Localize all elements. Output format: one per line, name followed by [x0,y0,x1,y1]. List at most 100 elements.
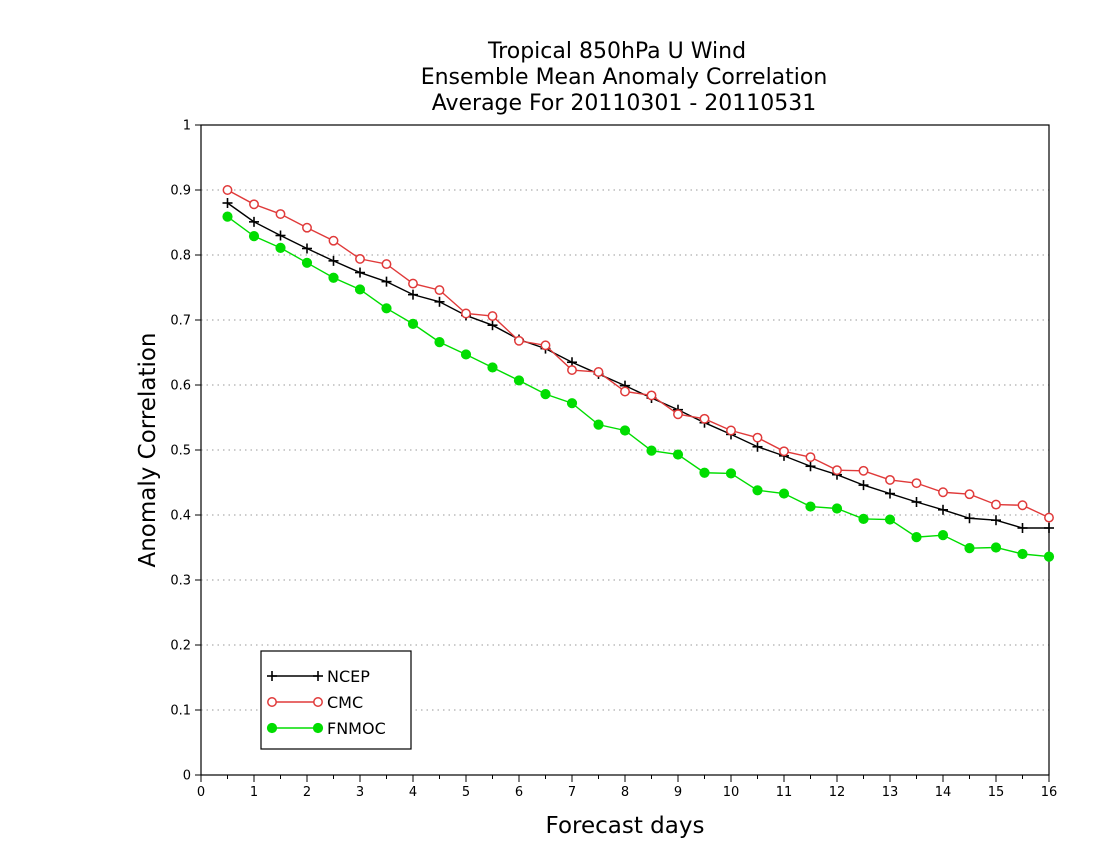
data-point-fnmoc [964,543,975,554]
y-tick-label: 1 [183,119,191,134]
y-tick-label: 0.9 [170,184,191,199]
series-line-fnmoc [227,216,1050,558]
data-point-ncep [885,488,895,499]
data-point-fnmoc [222,211,233,222]
data-point-cmc [911,478,922,489]
data-point-fnmoc [434,337,445,348]
legend-box [260,650,412,750]
data-point-ncep [302,243,312,254]
data-point-cmc [832,465,842,476]
series-line-ncep [227,202,1049,529]
data-point-fnmoc [937,530,949,541]
y-tick-label: 0.2 [170,639,191,654]
data-point-cmc [275,209,286,220]
legend-marker [267,671,277,681]
y-tick-label: 0 [183,769,191,784]
legend: NCEP CMC FNMOC [260,650,412,750]
data-point-cmc [540,340,551,351]
data-point-fnmoc [513,375,525,386]
data-point-cmc [938,487,948,498]
data-point-ncep [222,198,233,208]
data-point-cmc [858,465,869,476]
y-tick-label: 0.5 [170,444,191,459]
data-point-cmc [620,386,630,397]
data-point-cmc [991,499,1001,510]
data-point-ncep [275,230,286,241]
data-point-cmc [408,278,418,289]
data-point-cmc [381,259,392,270]
legend-marker [313,671,323,681]
x-tick-label: 5 [462,785,470,800]
data-point-cmc [249,199,259,210]
data-point-cmc [461,308,471,319]
data-point-fnmoc [911,532,922,543]
data-point-ncep [355,267,365,278]
data-point-fnmoc [487,362,498,373]
data-point-cmc [885,474,895,485]
data-point-fnmoc [646,445,657,456]
x-tick-label: 16 [1041,785,1058,800]
x-tick-label: 10 [723,785,740,800]
data-point-fnmoc [1017,548,1028,560]
x-tick-label: 11 [776,785,793,800]
data-point-fnmoc [752,485,763,496]
data-point-fnmoc [699,467,710,478]
data-point-cmc [699,413,710,424]
chart-title-line-2: Ensemble Mean Anomaly Correlation [421,65,828,90]
data-point-fnmoc [407,318,419,329]
data-point-cmc [1017,500,1028,511]
data-point-cmc [964,489,975,500]
data-point-fnmoc [566,398,578,409]
data-point-fnmoc [990,542,1002,553]
x-tick-label: 9 [674,785,682,800]
data-point-ncep [408,289,418,300]
data-point-fnmoc [593,419,604,430]
data-point-fnmoc [540,389,551,400]
data-point-ncep [991,515,1001,526]
data-point-fnmoc [381,303,392,314]
y-tick-label: 0.1 [170,704,191,719]
legend-marker [266,722,278,734]
data-point-ncep [434,296,445,307]
chart-title-line-3: Average For 20110301 - 20110531 [432,91,817,116]
data-point-cmc [328,235,339,246]
data-point-cmc [779,446,789,457]
x-tick-label: 15 [988,785,1005,800]
data-point-ncep [938,504,948,515]
y-tick-label: 0.6 [170,379,191,394]
chart-title-line-1: Tropical 850hPa U Wind [487,39,746,64]
data-point-fnmoc [778,488,790,499]
y-tick-label: 0.3 [170,574,191,589]
data-point-cmc [805,452,816,463]
data-point-fnmoc [672,449,684,460]
data-point-ncep [805,461,816,472]
x-tick-label: 2 [303,785,311,800]
y-axis-label: Anomaly Correlation [135,332,161,567]
data-point-cmc [673,409,683,420]
legend-item-cmc: CMC [267,693,363,712]
data-point-cmc [302,222,312,233]
data-point-cmc [434,285,445,296]
x-tick-label: 6 [515,785,523,800]
legend-marker [267,697,277,707]
data-point-cmc [726,425,736,436]
legend-marker [313,697,323,707]
data-point-fnmoc [1043,551,1055,562]
legend-items: NCEP CMC FNMOC [266,667,386,738]
data-point-fnmoc [858,513,869,525]
legend-item-ncep: NCEP [267,667,370,686]
x-axis-label: Forecast days [546,813,705,839]
legend-label-ncep: NCEP [327,667,370,686]
data-point-fnmoc [460,349,472,360]
data-point-ncep [964,513,975,524]
y-tick-label: 0.7 [170,314,191,329]
data-point-fnmoc [831,503,843,514]
data-point-cmc [222,185,233,195]
data-point-ncep [249,216,259,227]
data-point-fnmoc [884,514,896,525]
x-tick-label: 13 [882,785,899,800]
x-tick-label: 12 [829,785,846,800]
series-ncep [222,198,1054,533]
data-point-fnmoc [619,425,631,436]
